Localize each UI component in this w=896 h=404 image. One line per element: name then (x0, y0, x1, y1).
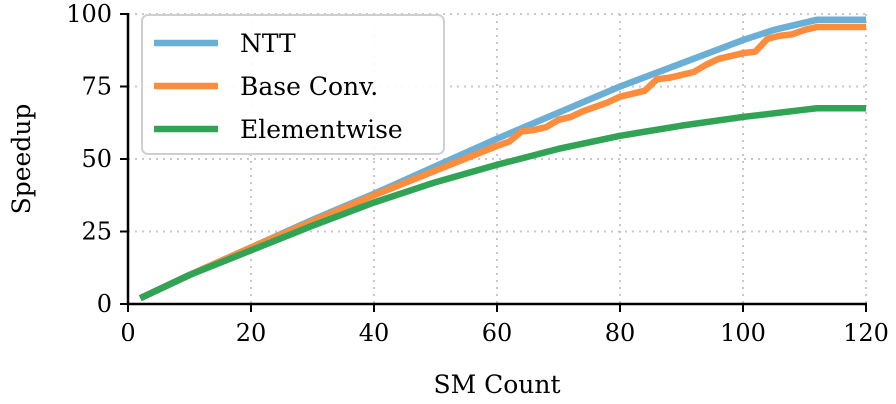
legend: NTT Base Conv. Elementwise (141, 14, 445, 155)
legend-label-2: Elementwise (240, 115, 403, 144)
y-tick-label-3: 75 (81, 73, 112, 101)
x-tick-label-5: 100 (720, 319, 766, 347)
ticks-layer: 0 20 40 60 80 100 120 0 25 50 75 100 (66, 0, 889, 347)
x-tick-label-4: 80 (605, 319, 636, 347)
x-tick-label-6: 120 (843, 319, 889, 347)
y-tick-label-0: 0 (97, 290, 112, 318)
y-tick-label-1: 25 (81, 218, 112, 246)
x-tick-label-0: 0 (120, 319, 135, 347)
series-layer (138, 16, 866, 302)
series-line-2 (138, 105, 866, 302)
legend-label-0: NTT (240, 29, 296, 58)
x-tick-label-3: 60 (482, 319, 513, 347)
x-tick-label-2: 40 (359, 319, 390, 347)
series-line-1 (138, 23, 866, 302)
y-tick-label-4: 100 (66, 0, 112, 28)
x-tick-label-1: 20 (236, 319, 267, 347)
y-axis-title: Speedup (7, 104, 36, 215)
legend-label-1: Base Conv. (240, 72, 378, 101)
y-tick-label-2: 50 (81, 145, 112, 173)
legend-box (141, 14, 445, 155)
x-axis-title: SM Count (433, 370, 560, 399)
